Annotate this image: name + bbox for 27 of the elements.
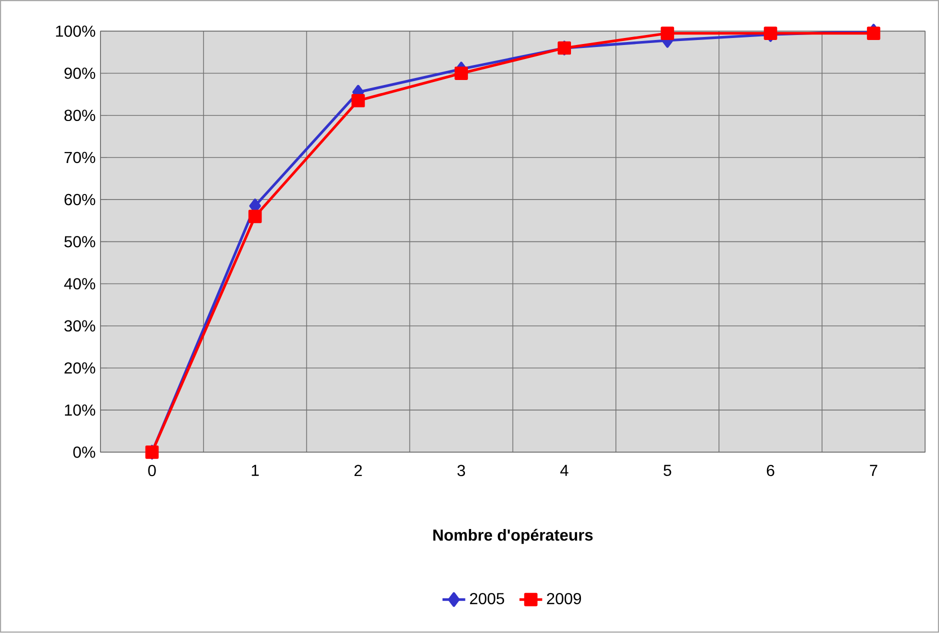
y-tick-label: 20%	[64, 362, 96, 374]
x-tick-label: 1	[252, 465, 259, 476]
y-tick-label: 80%	[64, 110, 96, 122]
point	[454, 66, 468, 80]
point	[866, 26, 880, 40]
y-tick-label: 10%	[64, 404, 96, 416]
x-tick-label: 4	[560, 465, 568, 476]
x-tick-label: 7	[870, 465, 878, 476]
x-tick-label: 5	[664, 465, 672, 476]
y-tick-label: 90%	[64, 68, 96, 80]
y-tick-label: 60%	[64, 194, 96, 206]
x-axis-title: Nombre d'opérateurs	[433, 529, 593, 544]
point	[352, 94, 365, 108]
legend-label: 2005	[470, 593, 504, 604]
point	[660, 26, 674, 40]
y-tick-label: 70%	[64, 152, 96, 164]
point	[248, 210, 262, 224]
y-tick-label: 30%	[64, 320, 96, 332]
y-tick-label: 100%	[56, 26, 96, 38]
y-tick-label: 40%	[64, 278, 96, 290]
x-tick-label: 6	[766, 465, 774, 476]
x-tick-label: 3	[457, 465, 465, 476]
y-tick-label: 50%	[64, 236, 96, 248]
x-tick-label: 2	[354, 465, 362, 476]
legend-label: 2009	[546, 593, 581, 604]
y-tick-label: 0%	[73, 446, 96, 458]
x-tick-label: 0	[148, 465, 156, 476]
